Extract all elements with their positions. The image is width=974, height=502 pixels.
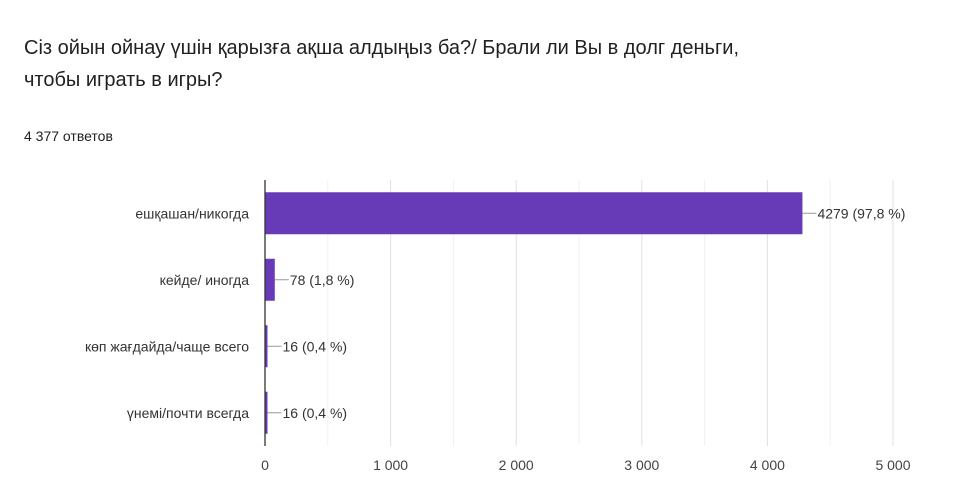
category-label: көп жағдайда/чаще всего [85, 338, 249, 354]
bar [265, 391, 268, 434]
x-tick-label: 0 [261, 457, 269, 473]
x-tick-label: 4 000 [750, 457, 785, 473]
category-label: үнемі/почти всегда [127, 405, 249, 421]
bar [265, 192, 803, 235]
x-tick-label: 3 000 [624, 457, 659, 473]
x-tick-label: 2 000 [499, 457, 534, 473]
bar [265, 325, 268, 368]
category-label: ешқашан/никогда [135, 205, 249, 221]
data-label: 78 (1,8 %) [290, 272, 355, 288]
data-label: 16 (0,4 %) [283, 338, 348, 354]
category-label: кейде/ иногда [160, 272, 250, 288]
bar [265, 258, 275, 301]
data-label: 16 (0,4 %) [283, 405, 348, 421]
data-label: 4279 (97,8 %) [817, 205, 905, 221]
x-tick-label: 1 000 [373, 457, 408, 473]
x-tick-label: 5 000 [875, 457, 910, 473]
question-title: Сіз ойын ойнау үшін қарызға ақша алдыңыз… [24, 37, 739, 91]
response-count: 4 377 ответов [24, 128, 113, 144]
